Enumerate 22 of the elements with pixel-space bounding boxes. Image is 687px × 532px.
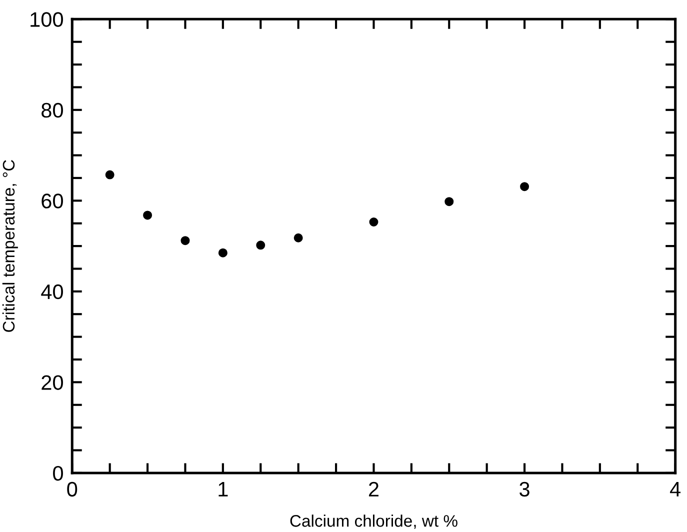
x-axis-title: Calcium chloride, wt %: [290, 514, 458, 529]
point: [520, 182, 530, 192]
point: [180, 236, 190, 246]
y-tick-label: 0: [53, 466, 63, 481]
y-tick-label: 40: [41, 284, 63, 300]
point: [105, 170, 114, 180]
y-tick-label: 100: [30, 12, 63, 27]
y-tick-label: 20: [42, 375, 63, 390]
y-tick-label: 80: [42, 102, 63, 118]
y-axis-title: Critical temperature, °C: [2, 160, 18, 332]
point: [444, 197, 454, 206]
x-tick-label: 0: [67, 482, 78, 497]
point: [369, 218, 378, 226]
x-tick-label: 3: [520, 482, 530, 497]
x-tick-label: 4: [670, 482, 681, 496]
x-tick-label: 1: [218, 482, 228, 496]
x-tick-label: 2: [368, 482, 378, 496]
point: [218, 248, 228, 258]
point: [256, 240, 266, 250]
point: [143, 210, 152, 220]
y-tick-label: 60: [42, 194, 63, 208]
point: [294, 233, 303, 242]
